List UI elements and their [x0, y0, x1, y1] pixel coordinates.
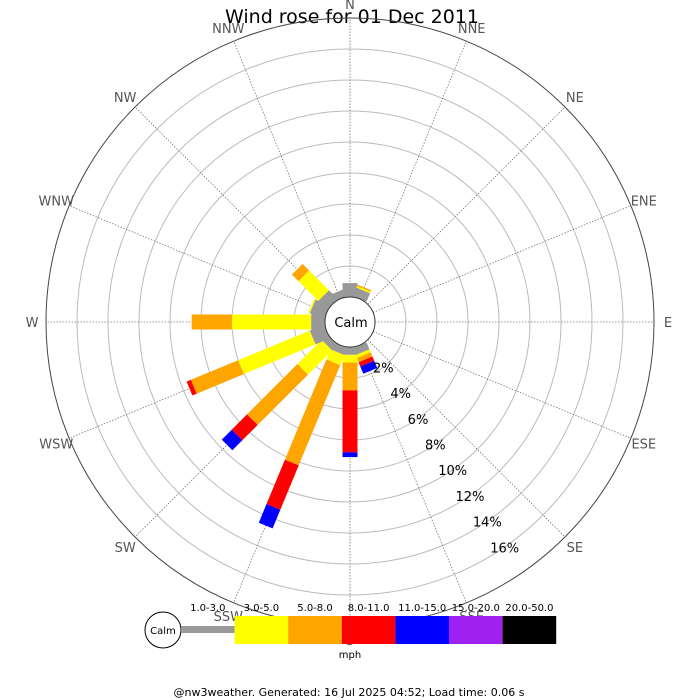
wind-bars [186, 263, 378, 529]
legend-label-3: 8.0-11.0 [348, 603, 390, 614]
bar-sw-bin-3 [231, 414, 258, 441]
bar-wsw-bin-1 [238, 330, 316, 375]
bar-s-bin-4 [342, 452, 358, 458]
legend-label-1: 3.0-5.0 [244, 603, 279, 614]
bar-wnw-bin-1 [308, 299, 316, 314]
spoke-nnw [233, 40, 341, 300]
bar-wsw-bin-3 [186, 379, 197, 396]
ring-label-14: 14% [473, 516, 502, 531]
direction-label-ese: ESE [631, 438, 656, 453]
legend-swatch-3 [341, 616, 396, 644]
spoke-ne [367, 106, 566, 305]
legend-swatch-4 [395, 616, 449, 644]
direction-label-e: E [664, 316, 672, 331]
spoke-ese [372, 331, 632, 439]
bar-s-bin-1 [342, 354, 358, 363]
legend-label-5: 15.0-20.0 [452, 603, 500, 614]
calm-circle [324, 296, 376, 348]
ring-labels: 2% 4% 6% 8% 10% 12% 14% 16% [373, 361, 519, 556]
legend-swatch-2 [288, 616, 342, 644]
ring-label-8: 8% [425, 439, 446, 454]
legend-calm-label: Calm [150, 626, 176, 637]
legend-unit: mph [339, 650, 361, 661]
ring-label-6: 6% [408, 413, 429, 428]
ring-label-2: 2% [373, 361, 394, 376]
legend-label-2: 5.0-8.0 [297, 603, 332, 614]
bar-sw-bin-4 [221, 429, 243, 451]
legend-swatch-1 [234, 616, 289, 644]
bar-sw-bin-1 [297, 339, 333, 375]
calm-label: Calm [334, 316, 367, 331]
ring-16 [76, 48, 624, 596]
direction-label-ene: ENE [631, 194, 657, 209]
direction-label-wnw: WNW [38, 194, 74, 209]
bar-ssw-bin-1 [326, 349, 345, 366]
footer-text: @nw3weather. Generated: 16 Jul 2025 04:5… [174, 686, 525, 699]
bar-nne-bin-0 [352, 287, 371, 302]
spoke-sse [359, 344, 467, 604]
direction-label-nne: NNE [458, 22, 486, 37]
bar-nne-bin-2 [356, 284, 372, 292]
bar-wsw-bin-0 [309, 324, 330, 345]
direction-label-se: SE [567, 541, 583, 556]
bar-nnw-bin-0 [330, 288, 348, 302]
bar-sse-bin-1 [355, 349, 371, 358]
legend-swatch-5 [449, 616, 503, 644]
direction-label-w: W [26, 316, 39, 331]
calm-center: Calm [324, 296, 376, 348]
bar-s-bin-3 [342, 390, 358, 453]
ring-label-16: 16% [490, 541, 519, 556]
ring-label-12: 12% [456, 490, 485, 505]
ring-label-10: 10% [438, 464, 467, 479]
legend-label-0: 1.0-3.0 [190, 603, 225, 614]
speed-legend: Calm mph 1.0-3.0 3.0-5.0 5.0-8.0 8.0-11.0 11… [144, 603, 557, 661]
bar-sse-bin-3 [358, 356, 375, 367]
bar-sse-bin-4 [360, 360, 378, 374]
direction-label-ne: NE [566, 91, 584, 106]
direction-label-nw: NW [114, 91, 137, 106]
bar-sw-bin-2 [247, 364, 308, 425]
spoke-nne [359, 40, 467, 300]
bar-ssw-bin-4 [258, 504, 281, 529]
legend-label-4: 11.0-15.0 [398, 603, 446, 614]
direction-label-nnw: NNW [212, 22, 244, 37]
chart-title: Wind rose for 01 Dec 2011 [225, 6, 479, 28]
bar-wsw-bin-2 [190, 360, 244, 394]
legend-label-6: 20.0-50.0 [505, 603, 553, 614]
ring-label-4: 4% [390, 387, 411, 402]
bar-sse-bin-2 [356, 352, 373, 363]
bar-w-bin-1 [232, 314, 312, 330]
bar-ssw-bin-2 [284, 359, 341, 466]
bar-nne-bin-1 [356, 286, 371, 294]
spoke-wnw [68, 205, 328, 313]
legend-swatch-0 [181, 626, 235, 633]
legend-swatch-6 [502, 616, 557, 644]
bar-ssw-bin-3 [266, 459, 299, 510]
ring-10 [169, 141, 531, 503]
spoke-se [367, 339, 566, 538]
bar-s-bin-2 [342, 362, 358, 391]
bar-w-bin-2 [191, 314, 232, 330]
bar-nw-bin-1 [298, 270, 329, 301]
direction-label-n: N [345, 0, 355, 13]
spoke-ene [372, 205, 632, 313]
bar-nw-bin-2 [291, 263, 310, 282]
direction-label-sw: SW [115, 541, 136, 556]
direction-label-wsw: WSW [39, 438, 73, 453]
